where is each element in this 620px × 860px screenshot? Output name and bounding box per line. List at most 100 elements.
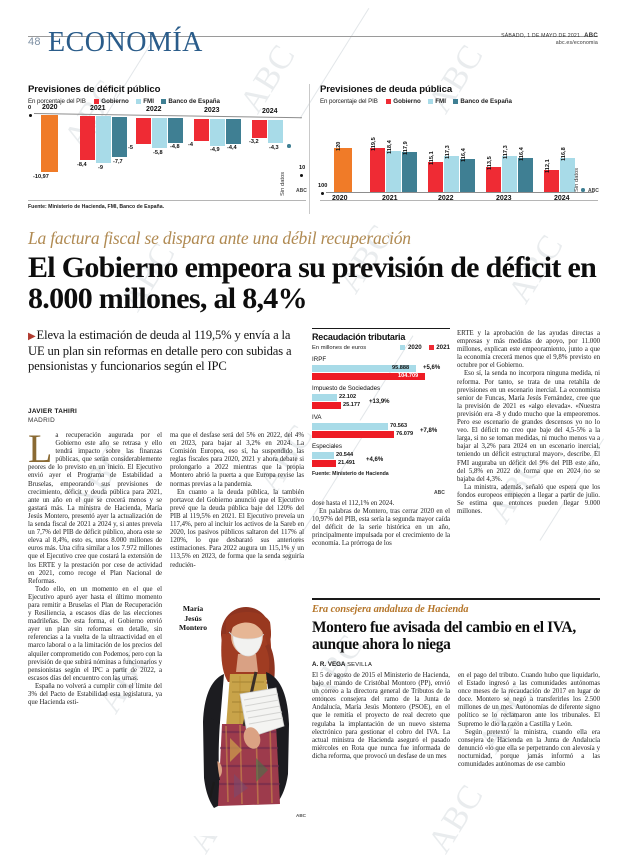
axis-dot	[300, 174, 303, 177]
tax-variation: +7,8%	[420, 427, 438, 434]
body-column-3: ERTE y la aprobación de las ayudas direc…	[457, 330, 600, 592]
bar-2023-bde	[518, 158, 533, 192]
paragraph: En cuanto a la deuda pública, la también…	[170, 488, 304, 569]
axis-tick-0: 0	[28, 105, 32, 111]
legend-item-bde: Banco de España	[452, 98, 512, 105]
paragraph: Todo ello, en un momento en el que el Ej…	[28, 585, 162, 682]
byline-author: JAVIER TAHIRI	[28, 408, 78, 415]
bar-label-2021-bde: 117,9	[403, 141, 409, 155]
bar-2023-gobierno	[194, 119, 209, 141]
byline-main: JAVIER TAHIRI MADRID	[28, 408, 77, 424]
tax-bar-row-2021: 25.177	[312, 402, 450, 409]
legend-item-2020: 2020	[400, 344, 422, 351]
chart-credit: ABC	[588, 188, 599, 194]
tax-bar-2021	[312, 402, 341, 409]
legend-label: 2020	[407, 344, 422, 351]
tax-value-2020: 22.102	[339, 393, 357, 400]
chart-title: Recaudación tributaria	[312, 332, 406, 342]
photo-illustration	[170, 598, 310, 836]
paragraph: España no volverá a cumplir con el límit…	[28, 682, 162, 707]
legend-label: 2021	[436, 344, 450, 351]
paragraph: en el pago del tributo. Cuando hubo que …	[458, 672, 600, 728]
no-data-label: Sin datos	[574, 167, 580, 192]
bar-2024-gobierno	[252, 120, 267, 138]
tax-value-2020: 70.563	[390, 422, 408, 429]
chart-divider	[309, 84, 310, 214]
bar-label-2023-fmi: -4,9	[210, 147, 220, 153]
year-label-2020: 2020	[42, 104, 58, 111]
bar-2022-fmi	[152, 118, 167, 148]
paragraph: ERTE y la aprobación de las ayudas direc…	[457, 330, 600, 370]
chart-credit: ABC	[296, 188, 307, 194]
bar-2022-bde	[168, 118, 183, 143]
bar-label-2021-fmi: 118,4	[387, 140, 393, 154]
byline-city: MADRID	[28, 416, 56, 424]
bar-2021-fmi	[96, 116, 111, 163]
chart-deficit-publico: Previsiones de déficit público En porcen…	[28, 84, 307, 210]
paragraph: La ministra, además, señaló que espera q…	[457, 483, 600, 516]
tax-category-label: IVA	[312, 414, 322, 421]
bar-label-2022-gob: 115,1	[429, 151, 435, 165]
chart-rule	[320, 200, 598, 201]
no-data-dot-icon	[287, 144, 291, 148]
bar-label-2021-fmi: -9	[98, 165, 103, 171]
chart-plot-deuda: 100 120 2020 119,5 118,4 117,9 2021 115,…	[318, 107, 598, 202]
legend-label: Banco de España	[168, 98, 221, 105]
photo-credit: ABC	[296, 813, 306, 818]
bar-2023-gobierno	[486, 167, 501, 192]
bar-label-2023-gob: -4	[188, 142, 193, 148]
bar-2022-gobierno	[136, 118, 151, 144]
legend-swatch-icon	[93, 99, 99, 104]
bar-2023-fmi	[502, 156, 517, 192]
article-kicker: La factura fiscal se dispara ante una dé…	[28, 228, 411, 248]
paragraph: Según pretextó la ministra, cuando ella …	[458, 728, 600, 769]
legend-label: FMI	[435, 98, 446, 105]
bar-2023-bde	[226, 119, 241, 144]
tax-variation: +5,6%	[423, 365, 441, 372]
paragraph-text: a recuperación augurada por el Gobierno …	[28, 432, 162, 585]
bar-2021-bde	[402, 152, 417, 192]
bar-2021-gobierno	[370, 148, 385, 192]
tax-bar-2020	[312, 364, 416, 372]
tax-category-label: IRPF	[312, 356, 327, 363]
paragraph: ma que el desfase será del 5% en 2022, d…	[170, 432, 304, 488]
bar-2024-fmi	[268, 120, 283, 143]
masthead-dateline: SÁBADO, 1 DE MAYO DE 2021 ABC abc.es/eco…	[501, 33, 598, 47]
legend-label: FMI	[143, 98, 154, 105]
tax-bar-row-2020: 70.563 +7,8%	[312, 422, 450, 434]
tax-group-sociedades: Impuesto de Sociedades 22.102 +13,9% 25.…	[312, 385, 450, 409]
no-data-dot-icon	[581, 188, 585, 192]
chart-legend: 2020 2021	[400, 344, 450, 351]
tax-bar-2020	[312, 451, 334, 459]
tax-value-2021: 76.079	[396, 431, 414, 438]
article-headline: El Gobierno empeora su previsión de défi…	[28, 251, 597, 315]
year-label-2023: 2023	[496, 195, 512, 202]
legend-swatch-icon	[160, 99, 166, 104]
legend-label: Gobierno	[393, 98, 421, 105]
page-folio: 48	[28, 36, 41, 48]
tax-bar-row-2020: 20.544 +4,6%	[312, 451, 450, 463]
issue-date: SÁBADO, 1 DE MAYO DE 2021	[501, 33, 581, 39]
tax-bar-2021	[312, 460, 336, 467]
byline-city: SEVILLA	[347, 662, 373, 668]
bar-2024-gobierno	[544, 170, 559, 192]
abc-logo: ABC	[584, 33, 598, 39]
bar-label-2024-gob: -3,2	[249, 139, 259, 145]
chart-source: Fuente: Ministerio de Hacienda, FMI, Ban…	[28, 204, 165, 210]
chart-units: En millones de euros	[312, 344, 367, 351]
bar-2020-gobierno	[334, 148, 352, 192]
photo-montero: María Jesús Montero ABC	[170, 598, 310, 836]
bar-label-2021-gob: 119,5	[371, 137, 377, 151]
masthead-rule	[28, 36, 598, 37]
tax-bar-2021	[312, 431, 394, 438]
bar-2022-gobierno	[428, 162, 443, 192]
legend-item-gobierno: Gobierno	[385, 98, 421, 105]
tax-category-label: Impuesto de Sociedades	[312, 385, 381, 392]
tax-value-2020: 20.544	[336, 451, 354, 458]
chart-legend: Gobierno FMI Banco de España	[385, 98, 512, 105]
chart-plot-deficit: 0 10 2020 -10,97 2021 -8,4 -9 -7,7 2022 …	[28, 104, 306, 197]
chart-title: Previsiones de deuda pública	[320, 84, 453, 95]
bar-label-2022-fmi: -5,8	[153, 150, 163, 156]
